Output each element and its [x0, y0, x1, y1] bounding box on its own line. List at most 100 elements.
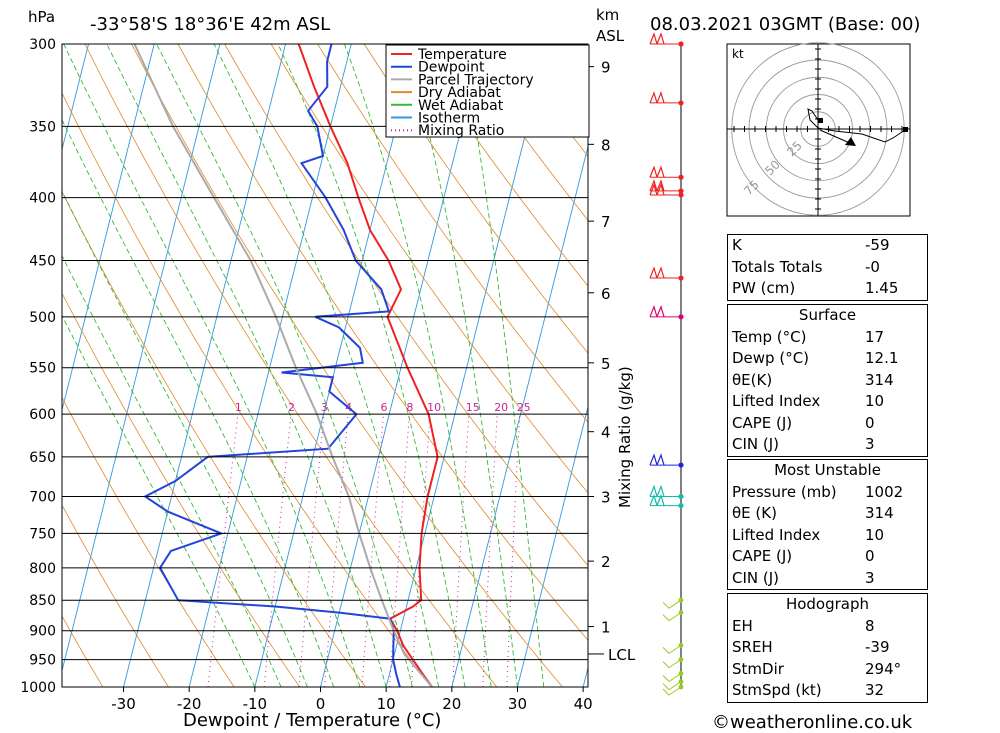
x-axis-label: Dewpoint / Temperature (°C): [183, 710, 441, 731]
height-tick-label: 5: [601, 355, 611, 373]
wet-adiabat-line: [343, 44, 492, 687]
isotherm-line: [517, 405, 588, 687]
location-title: -33°58'S 18°36'E 42m ASL: [90, 14, 330, 35]
wind-barb-flag: [649, 165, 665, 178]
wet-adiabat-line: [213, 44, 440, 687]
mu-row: Lifted Index 10: [728, 525, 927, 547]
pressure-tick-label: 800: [29, 561, 56, 577]
wind-barb-flag: [649, 304, 665, 318]
pressure-tick-label: 300: [29, 37, 56, 53]
temperature-axis: -30 -20 -10 0 10 20 30 40: [111, 687, 593, 713]
index-row-totals: Totals Totals -0: [728, 257, 927, 279]
wind-level-dot: [678, 174, 684, 180]
pressure-tick-label: 950: [29, 653, 56, 669]
isotherm-line: [123, 44, 286, 687]
wind-barb-flag: [649, 453, 665, 466]
most-unstable-title: Most Unstable: [774, 461, 881, 479]
hodo-row: EH 8: [728, 616, 927, 638]
temperature-tick-label: 40: [574, 695, 593, 713]
pressure-tick-label: 500: [29, 310, 56, 326]
pressure-tick-label: 350: [29, 119, 56, 135]
isotherm-line: [0, 44, 23, 687]
dry-adiabat-line: [177, 44, 588, 641]
mu-row: CAPE (J) 0: [728, 546, 927, 568]
temperature-tick-label: 20: [442, 695, 461, 713]
hodograph-trace: [807, 108, 906, 143]
legend-entry: Isotherm: [418, 111, 480, 127]
mu-row: Pressure (mb) 1002: [728, 482, 927, 504]
most-unstable-table: Most Unstable Pressure (mb) 1002 θE (K) 31…: [727, 459, 928, 590]
wind-level-dot: [678, 462, 684, 468]
pressure-tick-label: 550: [29, 361, 56, 377]
mixing-ratio-line: [482, 414, 498, 687]
wind-barb-flag: [649, 32, 665, 45]
mixing-ratio-tick-label: 6: [381, 401, 388, 414]
mixing-ratio-tick-label: 8: [406, 401, 413, 414]
dry-adiabat-line: [62, 615, 104, 687]
surface-value: 10: [865, 392, 885, 410]
legend-entry: Mixing Ratio: [418, 123, 504, 139]
height-tick-label: 3: [601, 489, 611, 507]
height-tick-label: 7: [601, 213, 611, 231]
datetime-title: 08.03.2021 03GMT (Base: 00): [650, 14, 920, 35]
temperature-tick-label: -20: [177, 695, 202, 713]
pressure-unit-label: hPa: [28, 8, 55, 26]
legend-box: [385, 44, 590, 138]
hodograph-table: Hodograph EH 8 SREH -39 StmDir 294° StmSpd …: [727, 593, 928, 703]
surface-row: Temp (°C) 17: [728, 327, 927, 349]
surface-label: CAPE (J): [732, 413, 793, 432]
surface-row: Lifted Index 10: [728, 391, 927, 413]
copyright-text[interactable]: ©weatheronline.co.uk: [712, 712, 913, 733]
wind-level-dot: [678, 100, 684, 106]
series-dewpoint: [143, 44, 401, 687]
mu-value: 1002: [865, 482, 904, 501]
mu-row: θE (K) 314: [728, 503, 927, 525]
surface-row: CIN (J) 3: [728, 434, 927, 456]
legend-entry: Parcel Trajectory: [418, 72, 534, 88]
storm-motion-arrowhead: [845, 137, 856, 146]
wet-adiabat-line: [63, 44, 361, 687]
legend-entry: Dry Adiabat: [418, 85, 501, 101]
mixing-ratio-line: [452, 414, 470, 687]
hodo-row: SREH -39: [728, 637, 927, 659]
height-tick-label: 9: [601, 59, 611, 77]
surface-value: 314: [865, 370, 894, 389]
hodo-value: 32: [865, 681, 885, 699]
wind-level-dot: [678, 188, 684, 194]
mixing-ratio-tick-label: 1: [235, 401, 242, 414]
mixing-ratio-tick-label: 25: [517, 401, 531, 414]
surface-label: Lifted Index: [732, 392, 821, 410]
surface-row: CAPE (J) 0: [728, 413, 927, 435]
wind-barb-flag: [649, 179, 665, 192]
pressure-tick-label: 750: [29, 526, 56, 542]
surface-value: 0: [865, 413, 875, 432]
hodograph-end-marker: [903, 127, 908, 132]
legend-entry: Wet Adiabat: [418, 98, 504, 114]
dry-adiabat-line: [84, 44, 498, 687]
wind-barb: [662, 686, 682, 696]
index-row-k: K -59: [728, 235, 927, 257]
mixing-ratio-labels: 1 2 3 4 6 8 10 15 20 25: [235, 401, 531, 414]
wind-barb-flag: [649, 266, 665, 279]
hodo-label: StmSpd (kt): [732, 681, 822, 699]
indices-table: K -59 Totals Totals -0 PW (cm) 1.45: [727, 234, 928, 301]
pressure-tick-label: 700: [29, 490, 56, 506]
mu-value: 3: [865, 568, 875, 587]
wind-level-dot: [678, 314, 684, 320]
hodo-row: StmSpd (kt) 32: [728, 680, 927, 702]
isotherm-line: [385, 44, 549, 687]
wind-level-dot: [678, 275, 684, 281]
pressure-tick-label: 900: [29, 624, 56, 640]
temperature-tick-label: 10: [377, 695, 396, 713]
index-label: K: [732, 236, 742, 254]
surface-row: θE(K) 314: [728, 370, 927, 392]
mixing-ratio-line: [298, 414, 325, 687]
mu-label: CAPE (J): [732, 547, 793, 565]
wind-barb: [662, 612, 682, 622]
mixing-ratio-tick-label: 15: [466, 401, 480, 414]
wet-adiabat-line: [156, 44, 413, 687]
mu-label: Pressure (mb): [732, 482, 837, 501]
surface-label: Dewp (°C): [732, 349, 810, 367]
index-value: 1.45: [865, 279, 899, 297]
